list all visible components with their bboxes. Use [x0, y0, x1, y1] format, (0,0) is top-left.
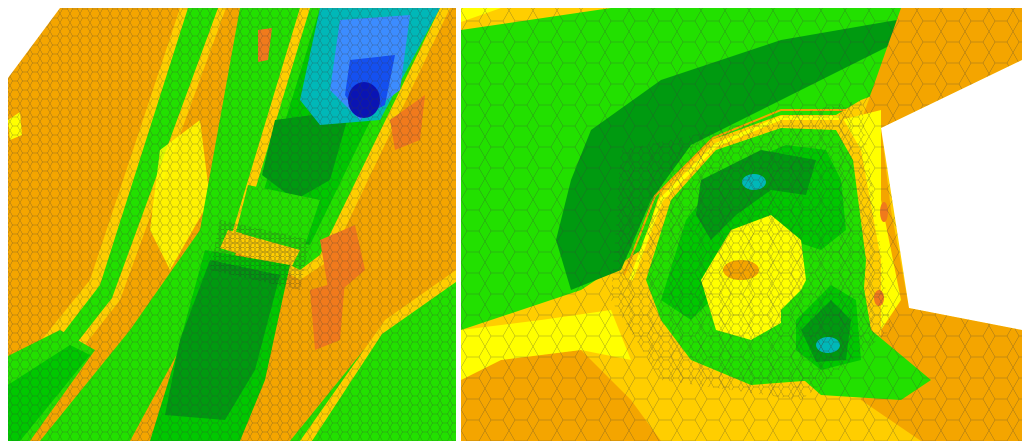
right-contour-map	[461, 8, 1022, 441]
right-contour-panel	[461, 0, 1022, 441]
left-contour-map	[8, 8, 456, 441]
mesh-overlay-fine	[611, 100, 891, 400]
mesh-overlay-fine	[210, 220, 310, 290]
mesh-overlay	[8, 8, 456, 441]
panel-divider	[456, 0, 461, 441]
left-contour-panel	[0, 0, 456, 441]
